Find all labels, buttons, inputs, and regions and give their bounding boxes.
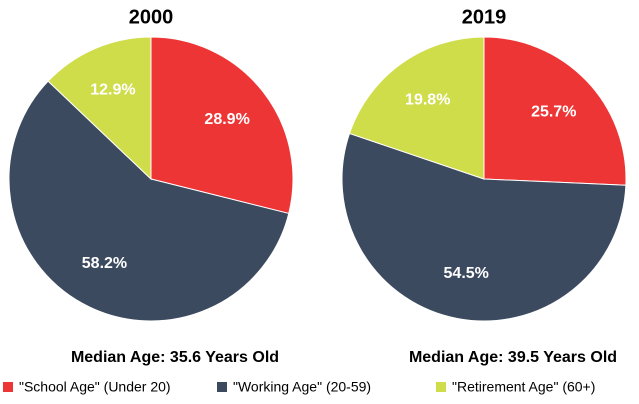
- subtitle: Median Age: 35.6 Years Old: [71, 349, 279, 366]
- chart-title: 2000: [129, 6, 174, 28]
- pie-slice: [341, 132, 627, 322]
- legend-label: "School Age" (Under 20): [19, 379, 171, 395]
- pie-slice: [150, 36, 294, 215]
- data-label: 28.9%: [204, 111, 249, 128]
- legend-swatch: [3, 382, 13, 392]
- pie-slice: [47, 36, 152, 181]
- pie-slice: [8, 80, 290, 322]
- legend-swatch: [436, 382, 446, 392]
- subtitle: Median Age: 39.5 Years Old: [409, 349, 617, 366]
- pie-slice: [483, 36, 627, 186]
- data-label: 19.8%: [405, 92, 450, 109]
- pie-slice: [348, 36, 485, 180]
- legend-swatch: [217, 382, 227, 392]
- legend-label: "Working Age" (20-59): [233, 379, 371, 395]
- chart-title: 2019: [462, 6, 507, 28]
- legend-label: "Retirement Age" (60+): [452, 379, 595, 395]
- data-label: 58.2%: [82, 255, 127, 272]
- data-label: 25.7%: [531, 103, 576, 120]
- data-label: 54.5%: [444, 265, 489, 282]
- data-label: 12.9%: [90, 81, 135, 98]
